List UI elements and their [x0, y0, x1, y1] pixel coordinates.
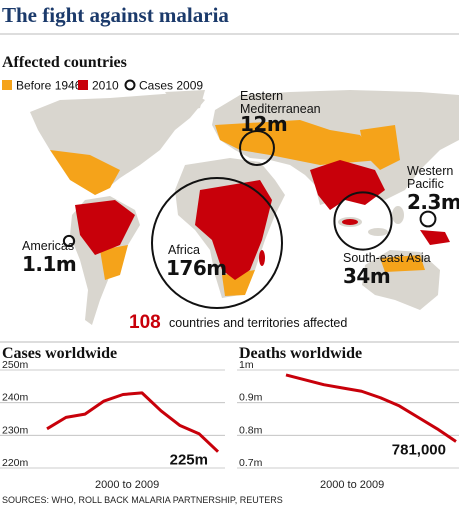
y-tick-label: 220m — [2, 457, 29, 469]
y-tick-label: 1m — [239, 359, 254, 371]
y-tick-label: 250m — [2, 359, 29, 371]
legend-swatch — [78, 80, 88, 90]
y-tick-label: 0.9m — [239, 392, 263, 404]
chart-title: Cases worldwide — [2, 345, 117, 362]
area — [420, 230, 450, 245]
y-tick-label: 230m — [2, 424, 29, 436]
data-line — [285, 373, 457, 443]
cases-bubble — [333, 191, 393, 251]
area — [360, 125, 400, 170]
legend-swatch — [2, 80, 12, 90]
area — [195, 180, 272, 280]
cases-bubble — [239, 130, 275, 166]
region-name: Western Pacific — [407, 164, 454, 192]
region-value: 34m — [343, 264, 391, 288]
cases-bubble — [150, 176, 284, 310]
greenland — [165, 90, 205, 112]
region-name: South-east Asia — [343, 251, 431, 265]
countries-text: countries and territories affected — [169, 316, 347, 330]
2010-areas — [75, 160, 450, 280]
cases-bubble — [62, 234, 76, 248]
data-line — [46, 391, 220, 453]
area — [259, 250, 265, 266]
area — [222, 270, 255, 296]
cases-bubble — [419, 210, 437, 228]
area — [75, 200, 135, 255]
legend-label: Cases 2009 — [139, 79, 203, 93]
area — [310, 160, 385, 210]
source: SOURCES: WHO, ROLL BACK MALARIA PARTNERS… — [2, 495, 283, 505]
legend-label: 2010 — [92, 79, 119, 93]
y-tick-label: 240m — [2, 392, 29, 404]
region-value: 2.3m — [407, 190, 459, 214]
island — [392, 206, 404, 224]
chart-title: Deaths worldwide — [239, 345, 362, 362]
title: The fight against malaria — [2, 3, 229, 27]
countries-count: 108 — [129, 312, 161, 333]
x-axis-label: 2000 to 2009 — [320, 479, 384, 491]
island — [368, 228, 388, 236]
x-axis-label: 2000 to 2009 — [95, 479, 159, 491]
area — [342, 219, 358, 225]
region-name: Africa — [168, 243, 200, 257]
area — [50, 150, 120, 195]
region-value: 12m — [240, 112, 288, 136]
area — [380, 255, 425, 272]
y-tick-label: 0.7m — [239, 457, 263, 469]
map-title: Affected countries — [2, 54, 127, 71]
legend-label: Before 1946 — [16, 79, 82, 93]
value-label: 781,000 — [392, 442, 446, 459]
legend-swatch — [124, 79, 136, 91]
y-tick-label: 0.8m — [239, 424, 263, 436]
region-name: Americas — [22, 239, 75, 253]
value-label: 225m — [170, 452, 208, 469]
region-name: Eastern Mediterranean — [240, 89, 321, 117]
area — [100, 245, 128, 280]
region-value: 176m — [166, 256, 227, 280]
region-value: 1.1m — [22, 252, 77, 276]
